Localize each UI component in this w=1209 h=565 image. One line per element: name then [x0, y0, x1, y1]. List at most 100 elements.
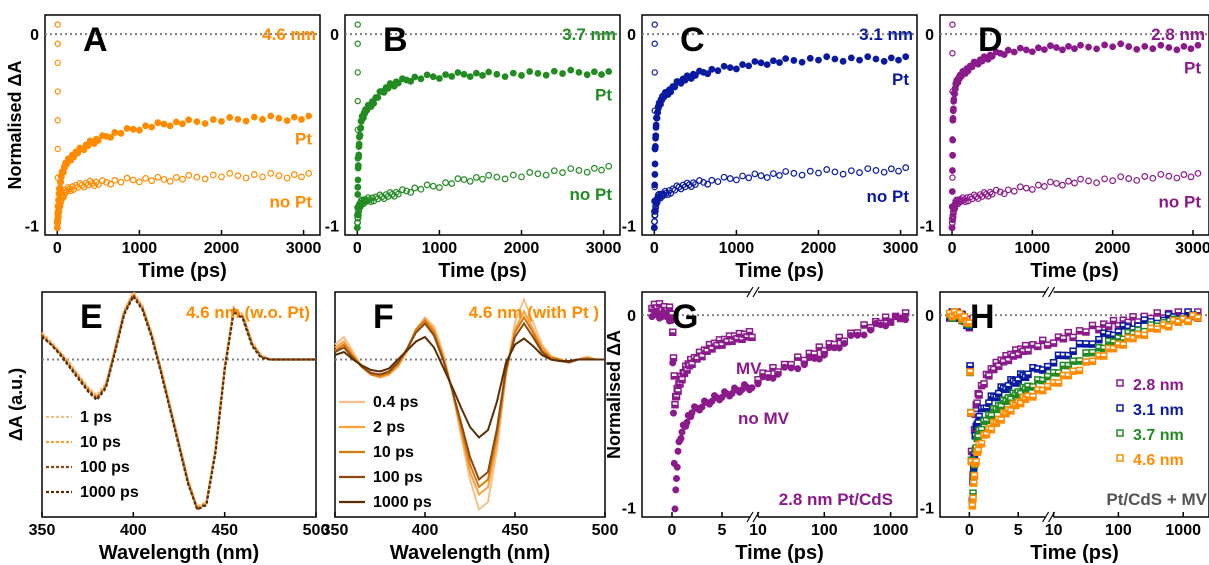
data-point [575, 167, 583, 174]
data-point [354, 21, 361, 28]
data-point [534, 69, 542, 77]
y-axis-label: ΔA (a.u.) [6, 368, 26, 441]
data-point [696, 177, 703, 184]
x-tick-label: 0 [353, 240, 362, 257]
data-point-fill [669, 332, 676, 336]
data-point-fill [669, 314, 675, 318]
data-point [651, 143, 659, 150]
data-point [774, 370, 782, 378]
data-point-fill [675, 391, 681, 395]
data-point-fill [1160, 325, 1167, 329]
data-point [806, 54, 814, 62]
data-point [867, 326, 875, 334]
data-point [882, 322, 890, 330]
data-point-fill [975, 450, 982, 454]
data-point [542, 71, 550, 79]
data-point-fill [1034, 368, 1041, 372]
data-point-fill [1120, 344, 1127, 348]
data-point [1194, 41, 1202, 49]
data-point [259, 173, 266, 181]
data-point [674, 447, 682, 455]
data-point [354, 69, 361, 76]
data-point [1173, 46, 1181, 54]
data-point [575, 68, 583, 76]
data-point-fill [1055, 355, 1062, 359]
data-point-fill [949, 316, 956, 320]
x-tick-label: 0 [650, 240, 659, 257]
data-point [1125, 175, 1133, 182]
data-point [949, 114, 957, 122]
legend-swatch [1116, 379, 1124, 387]
series-label-nopt: no Pt [1159, 193, 1202, 212]
data-point-fill [749, 337, 755, 341]
data-point [1149, 174, 1157, 182]
series-label-pt: Pt [892, 70, 909, 89]
data-point [226, 114, 234, 121]
data-point-fill [995, 366, 1002, 370]
data-point [887, 165, 895, 173]
data-point-fill [983, 408, 990, 412]
x-tick-label: 100 [811, 522, 838, 539]
data-point [1117, 40, 1125, 48]
data-point [776, 59, 783, 66]
data-point-fill [1044, 386, 1051, 390]
data-point [950, 96, 958, 103]
y-tick-label: -1 [325, 218, 339, 235]
data-point [493, 70, 501, 78]
data-point [1004, 186, 1012, 194]
data-point [583, 71, 591, 79]
size-label: 4.6 nm (with Pt ) [469, 303, 599, 322]
data-point-fill [1110, 320, 1117, 324]
data-point [651, 69, 658, 76]
data-point [501, 73, 509, 80]
data-point [403, 187, 410, 195]
legend-label: 1 ps [80, 409, 112, 426]
legend-label: 100 ps [373, 469, 423, 486]
data-point-fill [1175, 322, 1182, 326]
data-point [949, 174, 956, 181]
data-point-fill [975, 436, 982, 440]
legend-label: 3.7 nm [1133, 427, 1184, 444]
data-point [1034, 44, 1042, 52]
data-point-fill [956, 313, 963, 317]
data-point [1180, 42, 1188, 50]
data-point [354, 176, 362, 184]
data-point [305, 169, 313, 177]
data-point-fill [1060, 375, 1067, 379]
data-point [423, 71, 431, 79]
data-point [60, 193, 67, 201]
data-point-fill [1012, 383, 1019, 387]
series-label-nopt: no Pt [570, 185, 613, 204]
data-point-fill [1194, 317, 1201, 321]
data-point [790, 57, 798, 64]
data-point [493, 173, 501, 181]
data-point [651, 207, 659, 215]
data-point-fill [969, 505, 976, 509]
data-point-fill [1005, 385, 1012, 389]
data-point [1194, 169, 1202, 177]
data-point [411, 184, 419, 192]
data-point [392, 188, 400, 196]
data-point [357, 124, 365, 132]
data-point [117, 129, 125, 137]
x-tick-label: 1000 [1015, 240, 1051, 257]
data-point-fill [1100, 333, 1107, 337]
data-point-fill [1020, 351, 1027, 355]
data-point [949, 167, 956, 174]
data-point [839, 170, 847, 178]
data-point [691, 72, 699, 79]
data-point [864, 53, 872, 61]
data-point-fill [983, 434, 990, 438]
series-label-nopt: no Pt [867, 187, 910, 206]
data-point [668, 316, 676, 324]
data-point-fill [1070, 337, 1077, 341]
data-point-fill [988, 415, 995, 419]
panel-b: 0 1000 2000 3000 0 -1 B 3.7 nm Pt no Pt Time (ps) [325, 14, 621, 282]
data-point [598, 71, 605, 78]
x-tick-label: 2000 [204, 240, 240, 257]
legend-label: 10 ps [373, 444, 414, 461]
data-point [172, 118, 180, 126]
data-point [1149, 45, 1157, 53]
data-point-fill [967, 371, 974, 375]
plot-frame [334, 291, 606, 518]
